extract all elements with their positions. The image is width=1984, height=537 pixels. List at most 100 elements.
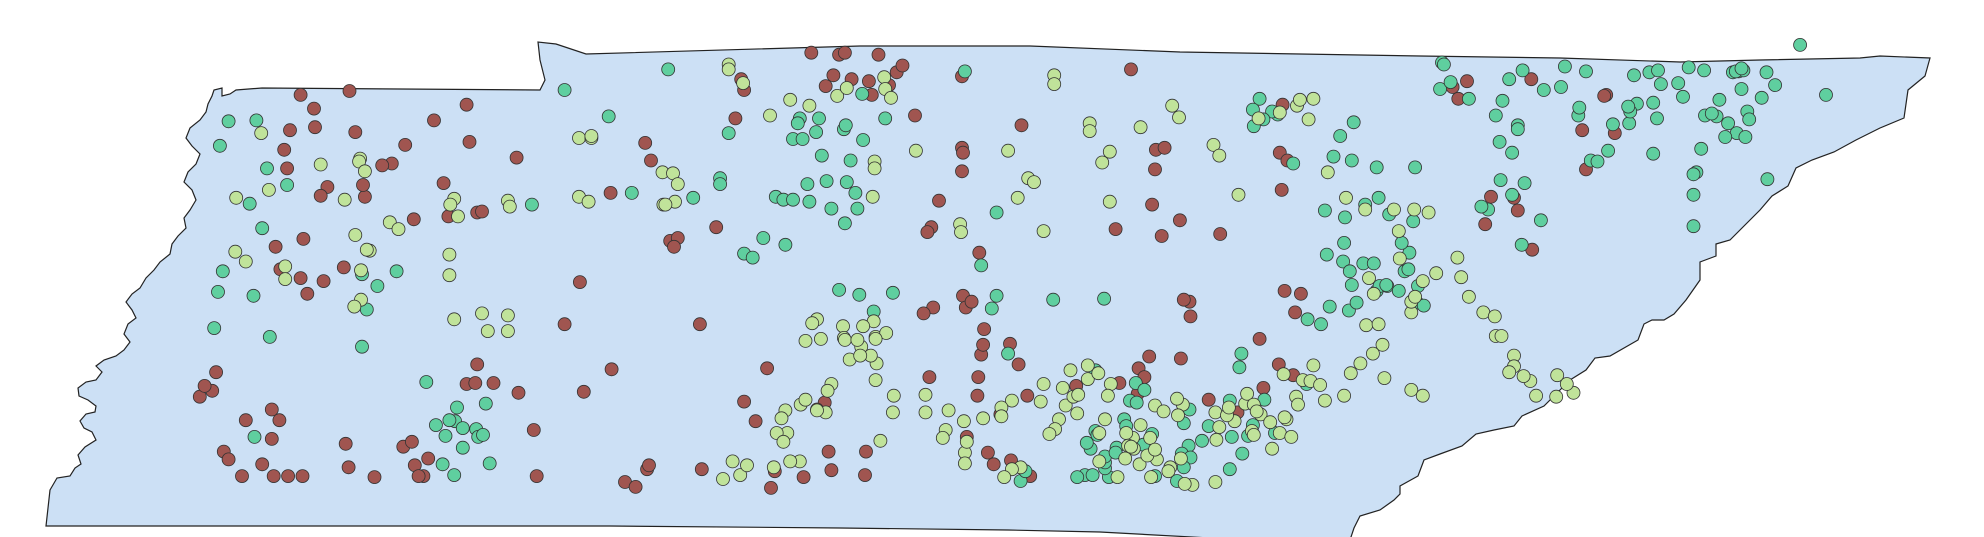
red-point [1288, 305, 1302, 320]
teal-point [1195, 433, 1209, 448]
teal-point [1001, 346, 1015, 361]
teal-point [1686, 167, 1701, 182]
lime-point [670, 177, 685, 192]
lime-point [1172, 110, 1186, 125]
lime-point [918, 405, 933, 420]
teal-point [1671, 76, 1686, 90]
lime-point [1362, 271, 1376, 286]
teal-point [1572, 100, 1587, 115]
teal-point [1606, 117, 1620, 132]
lime-point [1276, 367, 1291, 382]
teal-point [478, 396, 493, 411]
teal-point [1416, 298, 1431, 313]
teal-point [389, 264, 404, 279]
red-point [475, 204, 489, 219]
teal-point [819, 174, 834, 189]
teal-point [1137, 382, 1152, 397]
red-point [826, 68, 841, 83]
lime-point [658, 197, 673, 212]
red-point [644, 153, 658, 168]
lime-point [918, 387, 933, 402]
red-point [916, 306, 931, 321]
teal-point [1235, 446, 1250, 461]
lime-point [584, 129, 599, 143]
lime-point [1487, 309, 1502, 324]
teal-point [1712, 92, 1727, 107]
teal-point [1300, 312, 1315, 327]
lime-point [783, 454, 798, 469]
lime-point [1209, 432, 1224, 447]
lime-point [1010, 190, 1025, 205]
red-point [342, 84, 357, 98]
teal-point [482, 456, 497, 471]
teal-point [1627, 68, 1641, 83]
lime-point [868, 373, 883, 388]
red-point [1145, 197, 1159, 212]
lime-point [1027, 175, 1041, 190]
red-point [308, 120, 322, 135]
red-point [986, 457, 1001, 472]
teal-point [221, 114, 236, 129]
lime-point [1293, 92, 1307, 107]
red-point [509, 150, 524, 165]
red-point [838, 45, 852, 60]
teal-point [1437, 57, 1451, 72]
teal-point [438, 428, 453, 443]
red-point [1173, 213, 1187, 228]
teal-point [1686, 187, 1701, 202]
teal-point [428, 418, 443, 433]
teal-point [1097, 291, 1111, 306]
red-point [277, 142, 292, 157]
red-point [1460, 74, 1474, 89]
teal-point [1379, 278, 1394, 292]
lime-point [1371, 317, 1386, 332]
red-point [818, 79, 833, 93]
lime-point [997, 470, 1012, 485]
lime-point [1246, 427, 1261, 442]
red-point [694, 462, 709, 477]
teal-point [1337, 235, 1351, 250]
lime-point [1047, 77, 1062, 91]
teal-point [557, 83, 572, 97]
lime-point [359, 242, 374, 257]
red-point [1014, 118, 1029, 133]
red-point [468, 376, 483, 390]
teal-point [1676, 89, 1690, 104]
red-point [209, 365, 224, 380]
red-point [972, 245, 987, 260]
teal-point [1474, 199, 1489, 214]
lime-point [278, 259, 293, 274]
red-point [1148, 162, 1162, 177]
lime-point [443, 197, 458, 212]
lime-point [725, 454, 740, 469]
lime-point [500, 308, 515, 323]
red-point [375, 158, 390, 173]
red-point [804, 45, 819, 60]
teal-point [447, 468, 462, 483]
red-point [862, 74, 876, 89]
lime-point [1036, 377, 1051, 391]
lime-point [1103, 377, 1118, 391]
red-point [293, 88, 308, 102]
teal-point [1346, 115, 1361, 130]
lime-point [1337, 388, 1351, 403]
teal-point [1505, 145, 1519, 160]
lime-point [1263, 415, 1278, 430]
lime-point [850, 332, 865, 347]
lime-point [1313, 378, 1327, 392]
red-point [300, 286, 315, 301]
lime-point [802, 98, 817, 113]
lime-point [581, 194, 596, 209]
lime-point [957, 414, 971, 429]
red-point [421, 451, 436, 466]
lime-point [886, 405, 900, 420]
red-point [642, 458, 656, 473]
teal-point [886, 285, 900, 300]
teal-point [1510, 122, 1525, 137]
teal-point [1344, 153, 1359, 168]
teal-point [1646, 146, 1661, 161]
lime-point [1033, 394, 1048, 409]
lime-point [941, 403, 956, 418]
lime-point [1036, 224, 1051, 239]
lime-point [442, 247, 457, 262]
